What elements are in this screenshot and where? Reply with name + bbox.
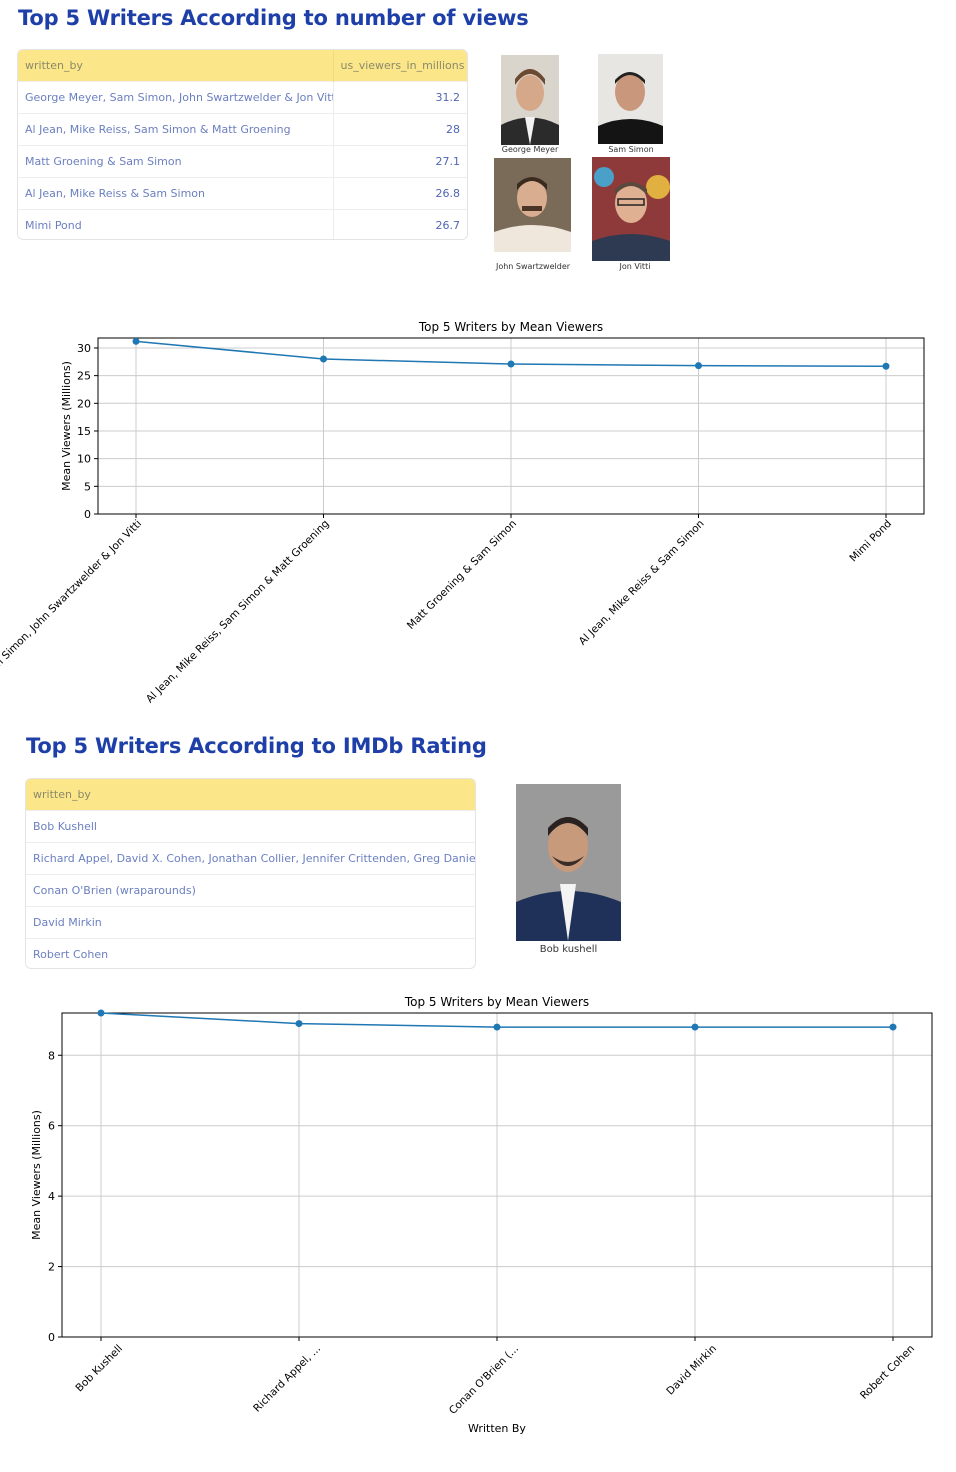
x-tick-label: Mimi Pond bbox=[847, 518, 894, 565]
photo-caption: John Swartzwelder bbox=[495, 262, 571, 271]
table-row[interactable]: Mimi Pond 26.7 bbox=[18, 209, 467, 239]
photo-caption: Sam Simon bbox=[608, 145, 654, 154]
y-axis-label: Mean Viewers (Millions) bbox=[60, 361, 73, 491]
column-header-viewers[interactable]: us_viewers_in_millions bbox=[333, 50, 467, 82]
y-tick-label: 4 bbox=[48, 1190, 55, 1203]
x-tick-label: Al Jean, Mike Reiss & Sam Simon bbox=[577, 518, 707, 648]
x-tick-label: Richard Appel, ... bbox=[251, 1343, 323, 1415]
cell-writer: Matt Groening & Sam Simon bbox=[18, 145, 334, 178]
data-point bbox=[132, 337, 140, 345]
y-tick-label: 6 bbox=[48, 1120, 55, 1133]
table-row[interactable]: Al Jean, Mike Reiss, Sam Simon & Matt Gr… bbox=[18, 113, 467, 146]
data-point bbox=[320, 355, 327, 363]
x-tick-label: George Meyer, Sam Simon, John Swartzweld… bbox=[0, 518, 144, 730]
imdb-table: written_by Bob Kushell Richard Appel, Da… bbox=[25, 778, 476, 969]
cell-viewers: 26.8 bbox=[333, 177, 467, 210]
cell-writer: Mimi Pond bbox=[18, 209, 334, 239]
table-row[interactable]: Conan O'Brien (wraparounds) bbox=[26, 874, 475, 907]
data-point bbox=[97, 1009, 105, 1017]
cell-viewers: 28 bbox=[333, 113, 467, 146]
y-tick-label: 10 bbox=[77, 453, 91, 466]
data-point bbox=[695, 362, 702, 370]
y-tick-label: 25 bbox=[77, 370, 91, 383]
x-tick-label: Al Jean, Mike Reiss, Sam Simon & Matt Gr… bbox=[144, 518, 332, 706]
table-row[interactable]: George Meyer, Sam Simon, John Swartzweld… bbox=[18, 81, 467, 114]
chart-title: Top 5 Writers by Mean Viewers bbox=[418, 320, 603, 334]
views-line-chart: Top 5 Writers by Mean Viewers 0 5 10 15 20 25 3… bbox=[0, 320, 925, 730]
cell-writer: Bob Kushell bbox=[26, 810, 475, 843]
plot-frame bbox=[61, 1012, 933, 1338]
photo-john-swartzwelder bbox=[494, 158, 571, 252]
x-tick-label: Bob Kushell bbox=[73, 1343, 125, 1395]
photo-george-meyer bbox=[501, 55, 559, 145]
chart-title: Top 5 Writers by Mean Viewers bbox=[404, 995, 589, 1009]
data-point bbox=[691, 1023, 699, 1031]
photo-caption: George Meyer bbox=[501, 145, 559, 154]
cell-writer: David Mirkin bbox=[26, 906, 475, 939]
cell-writer: Richard Appel, David X. Cohen, Jonathan … bbox=[26, 842, 475, 875]
data-point bbox=[889, 1023, 897, 1031]
y-tick-label: 20 bbox=[77, 397, 91, 410]
plot-frame bbox=[97, 337, 925, 515]
cell-writer: Conan O'Brien (wraparounds) bbox=[26, 874, 475, 907]
x-tick-label: Matt Groening & Sam Simon bbox=[405, 518, 519, 632]
y-tick-label: 8 bbox=[48, 1049, 55, 1062]
y-tick-label: 5 bbox=[84, 480, 91, 493]
y-axis-label: Mean Viewers (Millions) bbox=[30, 1110, 43, 1240]
column-header-written-by[interactable]: written_by bbox=[18, 50, 334, 82]
table-row[interactable]: David Mirkin bbox=[26, 906, 475, 939]
views-table: written_by us_viewers_in_millions George… bbox=[17, 49, 468, 240]
photo-caption: Jon Vitti bbox=[619, 262, 651, 271]
data-point bbox=[507, 360, 515, 368]
y-tick-label: 30 bbox=[77, 342, 91, 355]
cell-writer: Al Jean, Mike Reiss, Sam Simon & Matt Gr… bbox=[18, 113, 334, 146]
data-point bbox=[295, 1020, 303, 1028]
y-tick-label: 15 bbox=[77, 425, 91, 438]
table-row[interactable]: Robert Cohen bbox=[26, 938, 475, 968]
x-tick-label: Robert Cohen bbox=[858, 1343, 917, 1402]
cell-viewers: 26.7 bbox=[333, 209, 467, 239]
table-row[interactable]: Richard Appel, David X. Cohen, Jonathan … bbox=[26, 842, 475, 875]
column-header-written-by[interactable]: written_by bbox=[26, 779, 475, 811]
table-row[interactable]: Matt Groening & Sam Simon 27.1 bbox=[18, 145, 467, 178]
table-row[interactable]: Al Jean, Mike Reiss & Sam Simon 26.8 bbox=[18, 177, 467, 210]
data-point bbox=[882, 362, 890, 370]
data-point bbox=[493, 1023, 501, 1031]
photo-bob-kushell bbox=[516, 784, 621, 941]
cell-viewers: 31.2 bbox=[333, 81, 467, 114]
x-tick-label: David Mirkin bbox=[664, 1343, 719, 1398]
photo-sam-simon bbox=[598, 54, 663, 144]
cell-writer: Robert Cohen bbox=[26, 938, 475, 968]
y-tick-label: 0 bbox=[48, 1331, 55, 1344]
table-row[interactable]: Bob Kushell bbox=[26, 810, 475, 843]
cell-writer: George Meyer, Sam Simon, John Swartzweld… bbox=[18, 81, 334, 114]
section-title-imdb: Top 5 Writers According to IMDb Rating bbox=[26, 734, 487, 758]
section-title-views: Top 5 Writers According to number of vie… bbox=[18, 6, 529, 30]
y-tick-label: 0 bbox=[84, 508, 91, 521]
x-tick-label: Conan O'Brien (... bbox=[447, 1343, 521, 1417]
x-axis-label: Written By bbox=[468, 1422, 526, 1435]
photo-jon-vitti bbox=[592, 157, 670, 261]
photo-caption: Bob kushell bbox=[539, 944, 598, 955]
cell-writer: Al Jean, Mike Reiss & Sam Simon bbox=[18, 177, 334, 210]
imdb-line-chart: Top 5 Writers by Mean Viewers 0 2 4 6 8 Bob Ku… bbox=[30, 995, 933, 1435]
y-tick-label: 2 bbox=[48, 1261, 55, 1274]
cell-viewers: 27.1 bbox=[333, 145, 467, 178]
